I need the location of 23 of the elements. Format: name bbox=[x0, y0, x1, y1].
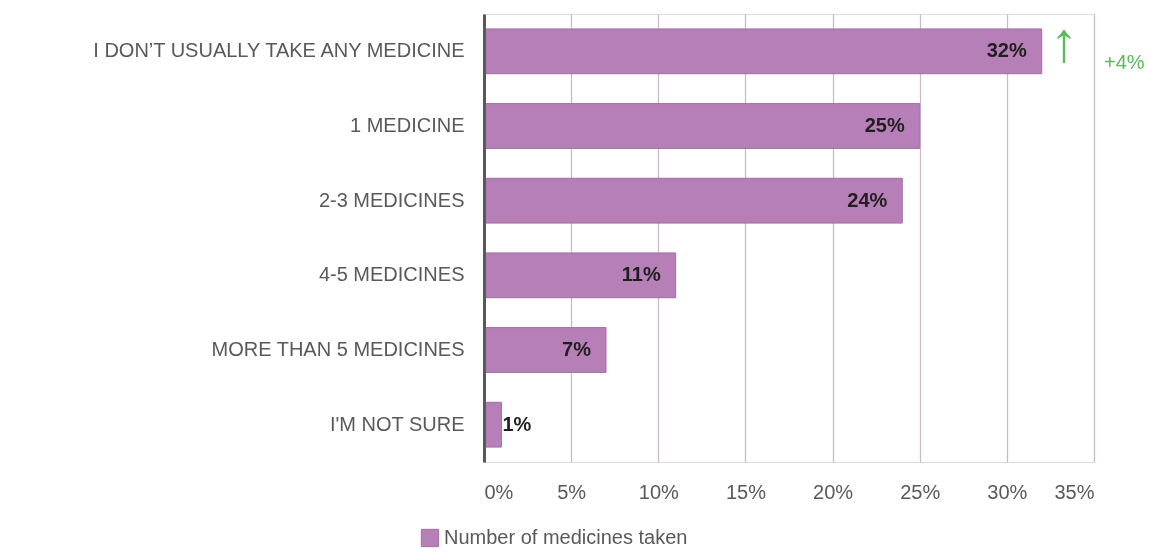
text: +4% bbox=[1104, 51, 1145, 73]
x-tick-label: 5% bbox=[557, 480, 587, 503]
x-tick-label: 15% bbox=[725, 480, 767, 503]
x-tick-label: 30% bbox=[987, 480, 1028, 503]
y-tick-label: 4-5 MEDICINES bbox=[318, 263, 465, 286]
x-tick-label: 0% bbox=[484, 480, 514, 503]
x-tick-label: 10% bbox=[638, 480, 680, 503]
data-label: 11% bbox=[621, 263, 661, 286]
y-tick-label: 2-3 MEDICINES bbox=[318, 188, 465, 211]
annotation: ↑ bbox=[1050, 10, 1078, 73]
y-tick-label: I'M NOT SURE bbox=[329, 412, 465, 435]
data-label: 25% bbox=[864, 114, 905, 136]
data-label: 1% bbox=[502, 412, 532, 435]
y-tick-label: 1 MEDICINE bbox=[350, 114, 465, 136]
x-tick-label: 35% bbox=[1054, 480, 1095, 503]
data-label: 24% bbox=[847, 188, 888, 211]
data-label: 32% bbox=[986, 39, 1027, 62]
y-tick-label: I DON’T USUALLY TAKE ANY MEDICINE bbox=[93, 39, 465, 62]
x-tick-label: 25% bbox=[900, 480, 941, 503]
data-label: 7% bbox=[562, 338, 592, 360]
x-tick-label: 20% bbox=[813, 480, 854, 503]
legend-label: Number of medicines taken bbox=[444, 526, 688, 548]
y-tick-label: MORE THAN 5 MEDICINES bbox=[211, 338, 465, 360]
